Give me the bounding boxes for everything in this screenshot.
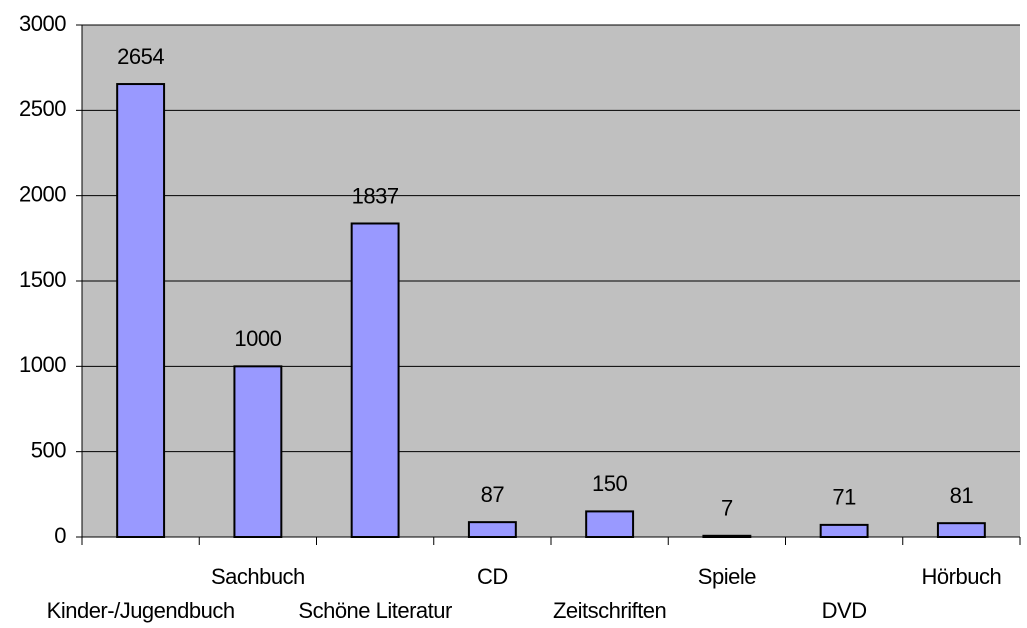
y-tick-label: 3000 <box>19 11 66 36</box>
data-label: 71 <box>832 485 856 510</box>
x-tick-label: Spiele <box>698 564 756 589</box>
x-tick-label: Schöne Literatur <box>298 598 452 623</box>
bar <box>702 534 752 539</box>
y-tick-label: 2000 <box>19 181 66 206</box>
bar <box>585 510 635 538</box>
data-label: 7 <box>721 496 733 521</box>
y-tick-label: 500 <box>31 437 66 462</box>
x-tick-label: Sachbuch <box>211 564 305 589</box>
y-tick-label: 1000 <box>19 352 66 377</box>
x-tick-label: Kinder-/Jugendbuch <box>47 598 235 623</box>
y-tick-label: 1500 <box>19 267 66 292</box>
x-tick-label: Hörbuch <box>922 564 1002 589</box>
bar <box>116 83 166 539</box>
x-tick-label: Zeitschriften <box>553 598 666 623</box>
y-tick-label: 2500 <box>19 96 66 121</box>
bar <box>819 523 869 539</box>
y-tick-label: 0 <box>54 523 66 548</box>
data-label: 2654 <box>117 44 164 69</box>
data-label: 1837 <box>352 183 399 208</box>
data-label: 1000 <box>234 326 281 351</box>
data-label: 87 <box>481 482 505 507</box>
bar <box>233 365 283 539</box>
data-label: 81 <box>950 483 974 508</box>
data-label: 150 <box>592 471 627 496</box>
x-tick-label: DVD <box>822 598 867 623</box>
bar <box>350 222 400 539</box>
x-tick-label: CD <box>477 564 508 589</box>
bar <box>467 521 517 538</box>
bar <box>936 522 986 539</box>
